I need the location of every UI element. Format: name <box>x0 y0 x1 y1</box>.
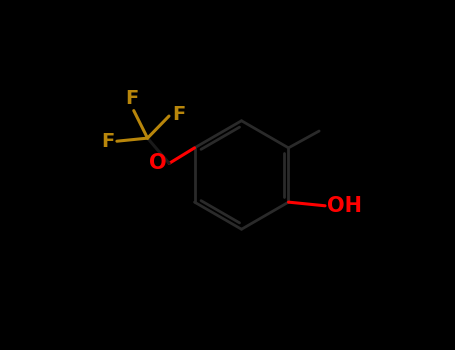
Text: F: F <box>101 132 114 151</box>
Text: O: O <box>149 153 167 173</box>
Text: F: F <box>126 89 139 108</box>
Text: F: F <box>172 105 185 124</box>
Text: OH: OH <box>327 196 362 216</box>
